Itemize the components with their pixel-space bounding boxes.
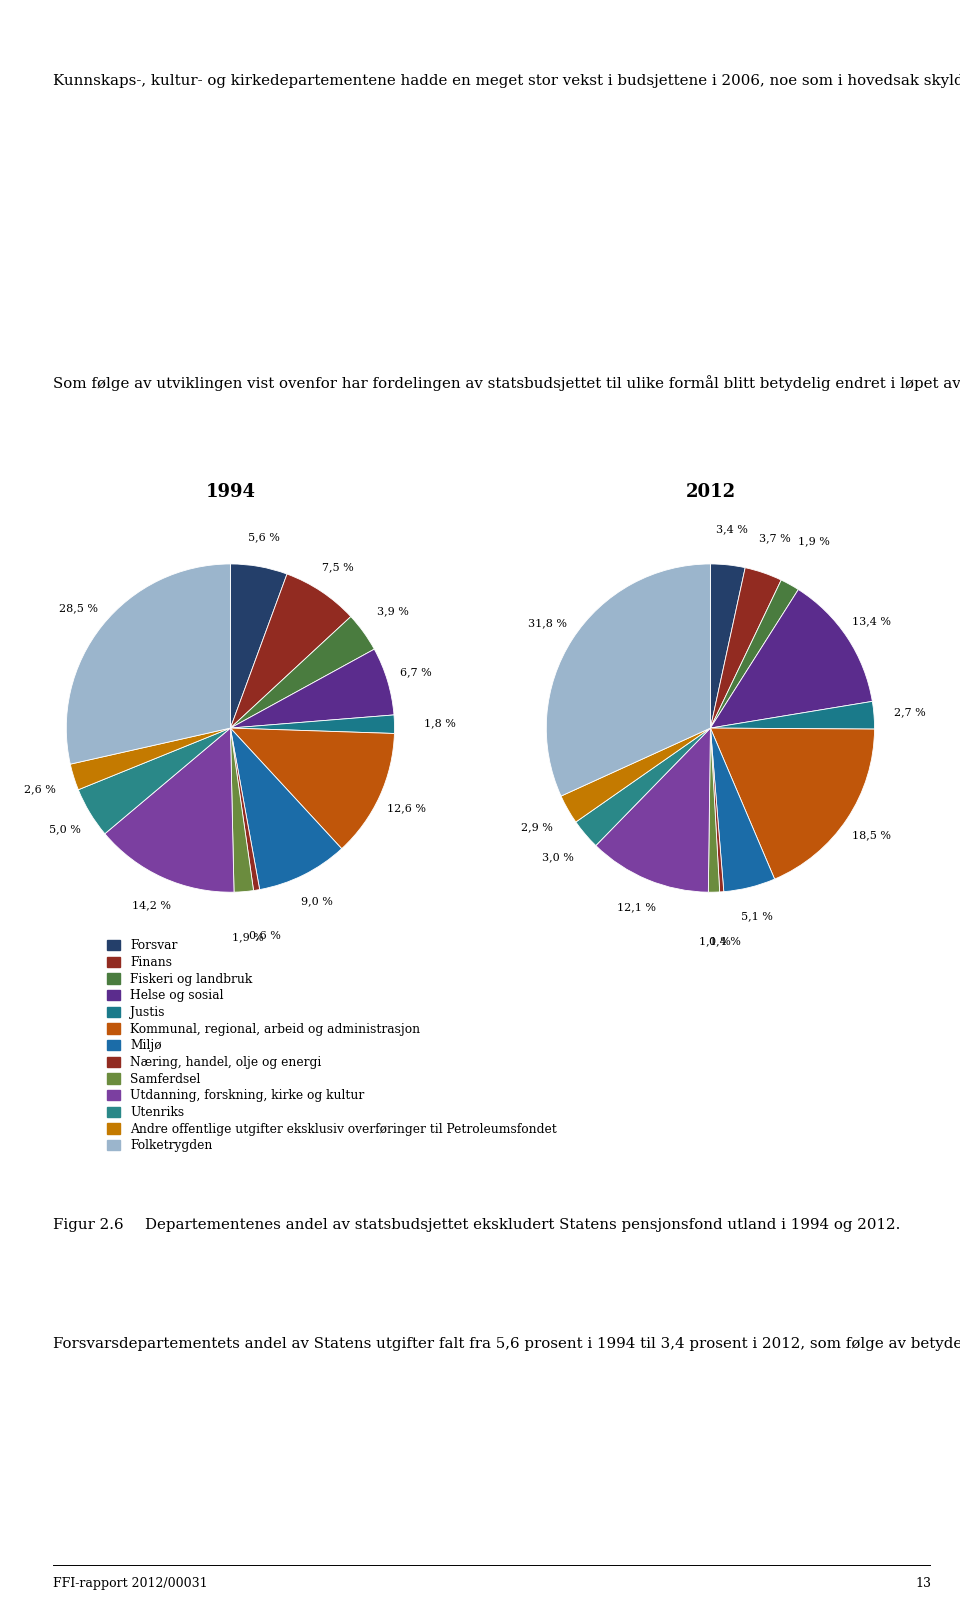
Text: 5,1 %: 5,1 % xyxy=(741,911,773,920)
Text: Kunnskaps-, kultur- og kirkedepartementene hadde en meget stor vekst i budsjette: Kunnskaps-, kultur- og kirkedepartemente… xyxy=(53,72,960,88)
Wedge shape xyxy=(230,648,394,727)
Wedge shape xyxy=(230,563,287,727)
Wedge shape xyxy=(710,579,799,727)
Text: 31,8 %: 31,8 % xyxy=(528,618,567,628)
Text: FFI-rapport 2012/00031: FFI-rapport 2012/00031 xyxy=(53,1577,207,1590)
Text: 9,0 %: 9,0 % xyxy=(301,896,333,906)
Title: 1994: 1994 xyxy=(205,483,255,500)
Title: 2012: 2012 xyxy=(685,483,735,500)
Text: 3,4 %: 3,4 % xyxy=(716,525,748,534)
Text: 3,0 %: 3,0 % xyxy=(541,853,574,862)
Text: 1,8 %: 1,8 % xyxy=(424,718,456,727)
Wedge shape xyxy=(79,727,230,833)
Wedge shape xyxy=(710,589,873,727)
Text: 7,5 %: 7,5 % xyxy=(322,562,353,571)
Text: 3,7 %: 3,7 % xyxy=(759,534,791,544)
Text: 12,6 %: 12,6 % xyxy=(387,803,426,813)
Text: 2,9 %: 2,9 % xyxy=(520,822,552,832)
Text: Departementenes andel av statsbudsjettet ekskludert Statens pensjonsfond utland : Departementenes andel av statsbudsjettet… xyxy=(145,1218,900,1232)
Legend: Forsvar, Finans, Fiskeri og landbruk, Helse og sosial, Justis, Kommunal, regiona: Forsvar, Finans, Fiskeri og landbruk, He… xyxy=(107,940,557,1152)
Wedge shape xyxy=(230,714,395,734)
Wedge shape xyxy=(596,727,710,891)
Text: 6,7 %: 6,7 % xyxy=(400,668,432,677)
Text: 28,5 %: 28,5 % xyxy=(59,603,98,613)
Wedge shape xyxy=(710,727,775,891)
Text: 13: 13 xyxy=(915,1577,931,1590)
Wedge shape xyxy=(66,563,230,764)
Wedge shape xyxy=(70,727,230,790)
Wedge shape xyxy=(710,702,875,729)
Wedge shape xyxy=(230,727,253,891)
Wedge shape xyxy=(546,563,710,796)
Wedge shape xyxy=(561,727,710,822)
Text: 1,9 %: 1,9 % xyxy=(798,536,829,547)
Wedge shape xyxy=(105,727,234,891)
Text: 5,6 %: 5,6 % xyxy=(249,533,280,542)
Text: 2,6 %: 2,6 % xyxy=(24,784,56,793)
Text: Figur 2.6: Figur 2.6 xyxy=(53,1218,124,1232)
Wedge shape xyxy=(576,727,710,846)
Text: 0,6 %: 0,6 % xyxy=(249,930,280,940)
Text: 14,2 %: 14,2 % xyxy=(132,899,171,909)
Text: 18,5 %: 18,5 % xyxy=(852,830,891,840)
Wedge shape xyxy=(230,616,374,727)
Text: 1,1 %: 1,1 % xyxy=(699,936,731,946)
Text: 0,4 %: 0,4 % xyxy=(709,936,741,946)
Wedge shape xyxy=(710,727,724,891)
Text: 12,1 %: 12,1 % xyxy=(616,903,656,912)
Wedge shape xyxy=(230,574,350,727)
Text: 5,0 %: 5,0 % xyxy=(49,824,81,833)
Wedge shape xyxy=(230,727,395,848)
Text: 1,9 %: 1,9 % xyxy=(232,932,264,943)
Text: 2,7 %: 2,7 % xyxy=(894,708,925,718)
Text: 3,9 %: 3,9 % xyxy=(377,607,409,616)
Text: Som følge av utviklingen vist ovenfor har fordelingen av statsbudsjettet til uli: Som følge av utviklingen vist ovenfor ha… xyxy=(53,375,960,391)
Wedge shape xyxy=(230,727,342,890)
Wedge shape xyxy=(708,727,720,891)
Text: Forsvarsdepartementets andel av Statens utgifter falt fra 5,6 prosent i 1994 til: Forsvarsdepartementets andel av Statens … xyxy=(53,1335,960,1352)
Wedge shape xyxy=(230,727,259,890)
Wedge shape xyxy=(710,727,875,879)
Wedge shape xyxy=(710,568,781,727)
Wedge shape xyxy=(710,563,745,727)
Text: 13,4 %: 13,4 % xyxy=(852,616,892,626)
